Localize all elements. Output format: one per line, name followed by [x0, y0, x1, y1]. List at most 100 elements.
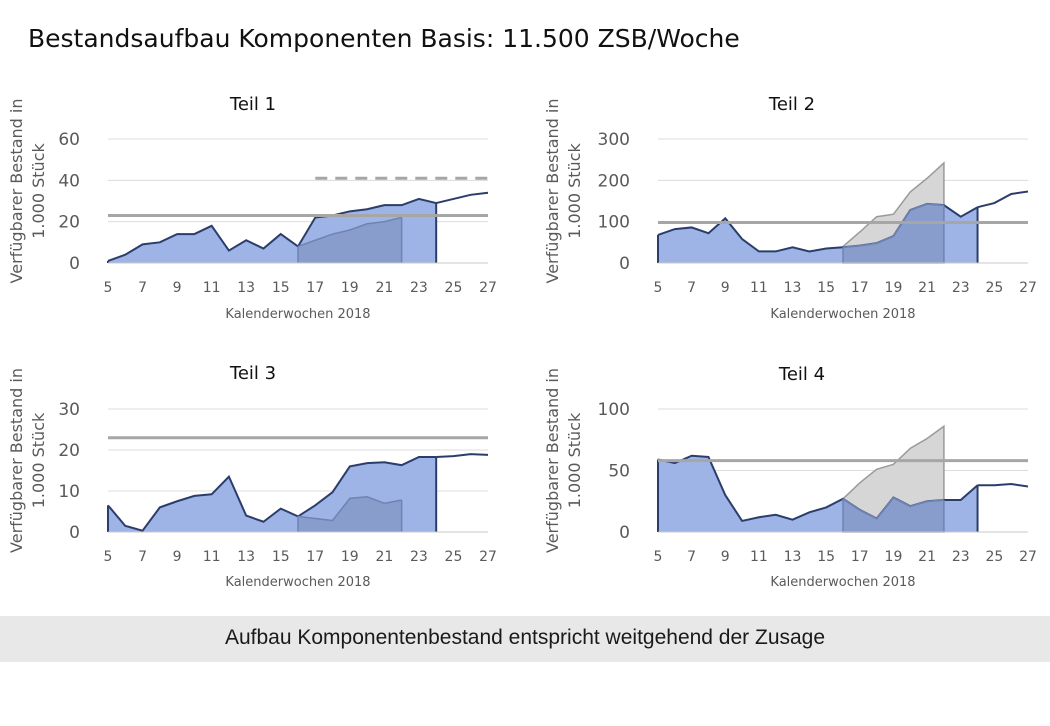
- x-tick-label: 13: [237, 280, 255, 296]
- y-tick-label: 0: [619, 523, 630, 543]
- y-tick-label: 10: [58, 482, 80, 502]
- x-tick-label: 15: [272, 280, 290, 296]
- x-tick-label: 25: [985, 549, 1003, 565]
- x-tick-label: 25: [445, 280, 463, 296]
- summary-banner: Aufbau Komponentenbestand entspricht wei…: [0, 616, 1050, 662]
- chart-title: Teil 3: [229, 363, 276, 384]
- x-tick-label: 5: [654, 549, 663, 565]
- x-tick-label: 7: [138, 280, 147, 296]
- x-tick-label: 13: [784, 280, 802, 296]
- y-axis-label: Verfügbarer Bestand in: [543, 368, 562, 553]
- x-tick-label: 21: [375, 280, 393, 296]
- x-tick-label: 9: [721, 549, 730, 565]
- x-tick-label: 19: [341, 549, 359, 565]
- x-tick-label: 27: [479, 549, 497, 565]
- x-tick-label: 19: [885, 549, 903, 565]
- x-tick-label: 21: [918, 280, 936, 296]
- x-tick-label: 11: [750, 549, 768, 565]
- y-tick-label: 200: [598, 171, 630, 191]
- overlay-area: [843, 497, 944, 532]
- x-tick-label: 15: [817, 549, 835, 565]
- actual-continuation-line: [977, 190, 1029, 209]
- x-tick-label: 9: [173, 280, 182, 296]
- overlay-area: [298, 217, 402, 263]
- overlay-area: [298, 496, 402, 532]
- x-tick-label: 21: [375, 549, 393, 565]
- x-tick-label: 5: [654, 280, 663, 296]
- chart-panel-1: 0 20 40 60 5 7 9 11 13 15 17 19 21 23 25 27 Teil 1 Kalend…: [7, 94, 497, 322]
- x-tick-label: 13: [784, 549, 802, 565]
- overlay-line: [842, 496, 944, 520]
- y-tick-label: 20: [58, 213, 80, 233]
- chart-panel-3: 0 10 20 30 5 7 9 11 13 15 17 19 21 23 25 27 Teil 3 Kalend…: [7, 363, 497, 590]
- y-tick-label: 20: [58, 441, 80, 461]
- x-tick-label: 7: [687, 549, 696, 565]
- x-tick-label: 7: [687, 280, 696, 296]
- x-tick-label: 27: [1019, 280, 1037, 296]
- x-tick-label: 19: [885, 280, 903, 296]
- actual-continuation-line: [977, 483, 1029, 488]
- x-tick-label: 9: [173, 549, 182, 565]
- x-tick-label: 23: [410, 549, 428, 565]
- y-tick-label: 60: [58, 130, 80, 150]
- x-axis-label: Kalenderwochen 2018: [770, 307, 915, 322]
- y-tick-label: 300: [598, 130, 630, 150]
- y-tick-label: 0: [69, 523, 80, 543]
- x-tick-label: 15: [272, 549, 290, 565]
- actual-continuation-line: [435, 191, 489, 205]
- x-tick-label: 17: [306, 549, 324, 565]
- x-tick-label: 17: [851, 549, 869, 565]
- x-tick-label: 9: [721, 280, 730, 296]
- x-tick-label: 17: [851, 280, 869, 296]
- x-tick-label: 19: [341, 280, 359, 296]
- y-tick-label: 0: [69, 254, 80, 274]
- overlay-line: [297, 495, 402, 522]
- y-axis-label: Verfügbarer Bestand in: [7, 368, 26, 553]
- y-axis-label-line2: 1.000 Stück: [565, 143, 584, 239]
- y-axis-label-line2: 1.000 Stück: [565, 412, 584, 508]
- x-tick-label: 11: [203, 280, 221, 296]
- x-tick-label: 5: [104, 549, 113, 565]
- y-tick-label: 30: [58, 400, 80, 420]
- x-tick-label: 17: [306, 280, 324, 296]
- x-tick-label: 23: [410, 280, 428, 296]
- actual-line: [107, 197, 437, 262]
- y-tick-label: 40: [58, 171, 80, 191]
- x-tick-label: 23: [952, 549, 970, 565]
- y-axis-label: Verfügbarer Bestand in: [7, 99, 26, 284]
- y-axis-label-line2: 1.000 Stück: [29, 143, 48, 239]
- charts-canvas: 0 20 40 60 5 7 9 11 13 15 17 19 21 23 25 27 Teil 1 Kalend…: [7, 94, 1037, 590]
- x-axis-label: Kalenderwochen 2018: [225, 307, 370, 322]
- y-axis-label-line2: 1.000 Stück: [29, 412, 48, 508]
- overlay-area: [843, 203, 944, 263]
- x-tick-label: 11: [750, 280, 768, 296]
- x-tick-label: 13: [237, 549, 255, 565]
- x-tick-label: 27: [479, 280, 497, 296]
- x-tick-label: 21: [918, 549, 936, 565]
- x-tick-label: 11: [203, 549, 221, 565]
- chart-panel-4: 0 50 100 5 7 9 11 13 15 17 19 21 23 25 27 Teil 4 Kalende…: [543, 364, 1037, 590]
- x-tick-label: 5: [104, 280, 113, 296]
- chart-title: Teil 1: [229, 94, 276, 115]
- chart-title: Teil 2: [768, 94, 815, 115]
- y-tick-label: 50: [608, 462, 630, 482]
- x-axis-label: Kalenderwochen 2018: [225, 575, 370, 590]
- y-axis-label: Verfügbarer Bestand in: [543, 99, 562, 284]
- x-tick-label: 23: [952, 280, 970, 296]
- x-tick-label: 27: [1019, 549, 1037, 565]
- x-axis-label: Kalenderwochen 2018: [770, 575, 915, 590]
- y-tick-label: 100: [598, 213, 630, 233]
- x-tick-label: 25: [985, 280, 1003, 296]
- chart-title: Teil 4: [778, 364, 825, 385]
- chart-panel-2: 0 100 200 300 5 7 9 11 13 15 17 19 21 23 25 27 Teil 2 Kal…: [543, 94, 1037, 322]
- y-tick-label: 100: [598, 400, 630, 420]
- actual-line: [107, 455, 437, 532]
- x-tick-label: 25: [445, 549, 463, 565]
- overlay-line: [297, 216, 402, 248]
- page-title: Bestandsaufbau Komponenten Basis: 11.500…: [28, 24, 740, 53]
- y-tick-label: 0: [619, 254, 630, 274]
- x-tick-label: 7: [138, 549, 147, 565]
- summary-banner-text: Aufbau Komponentenbestand entspricht wei…: [224, 626, 826, 649]
- x-tick-label: 15: [817, 280, 835, 296]
- actual-continuation-line: [436, 453, 489, 458]
